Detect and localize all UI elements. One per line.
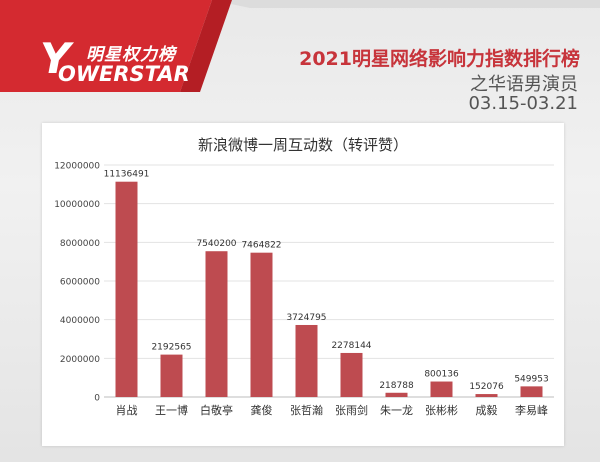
- x-tick-label: 张彬彬: [425, 404, 458, 417]
- bar-value-label: 11136491: [104, 170, 150, 180]
- bar: [520, 386, 543, 397]
- bar: [430, 381, 453, 397]
- bars: [115, 181, 543, 397]
- x-tick-label: 张哲瀚: [290, 403, 323, 417]
- bar-value-label: 2192565: [151, 343, 191, 353]
- x-tick-label: 龚俊: [251, 403, 273, 417]
- bar: [475, 394, 498, 397]
- y-tick-label: 4000000: [60, 316, 100, 326]
- bar-chart: 新浪微博一周互动数（转评赞） 0 2000000 4000000 6000000 800…: [54, 136, 554, 417]
- powerstar-logo: Y 明星权力榜 OWERSTAR: [40, 34, 190, 90]
- logo-en-text: OWERSTAR: [58, 62, 190, 86]
- banner-background: [0, 0, 600, 92]
- y-tick-label: 8000000: [60, 239, 100, 249]
- x-tick-label: 肖战: [116, 403, 138, 417]
- x-tick-label: 李易峰: [515, 403, 548, 417]
- bar-value-label: 218788: [379, 381, 414, 391]
- logo-cn-text: 明星权力榜: [86, 45, 176, 65]
- logo-y-glyph: Y: [40, 34, 71, 83]
- x-tick-label: 成毅: [476, 403, 498, 417]
- y-axis-ticks: 0 2000000 4000000 6000000 8000000 10000000 120…: [54, 162, 100, 404]
- bar: [205, 251, 228, 397]
- chart-title: 新浪微博一周互动数（转评赞）: [198, 136, 408, 154]
- bar-value-label: 152076: [469, 382, 504, 392]
- bar: [295, 324, 318, 397]
- bar-value-label: 7540200: [196, 239, 236, 249]
- bar-value-label: 549953: [514, 374, 548, 384]
- chart-card: 新浪微博一周互动数（转评赞） 0 2000000 4000000 6000000 800…: [42, 123, 564, 446]
- x-tick-label: 白敬亭: [200, 403, 233, 417]
- date-range: 03.15-03.21: [468, 93, 578, 114]
- bar: [250, 252, 273, 397]
- y-tick-label: 10000000: [54, 200, 100, 210]
- bar-value-label: 3724795: [286, 313, 326, 323]
- bar-value-label: 2278144: [331, 341, 371, 351]
- bar-value-label: 800136: [424, 370, 459, 380]
- bar: [160, 354, 183, 397]
- page-subtitle: 之华语男演员: [470, 74, 578, 95]
- y-tick-label: 2000000: [60, 355, 100, 365]
- x-tick-label: 王一博: [155, 404, 188, 417]
- x-tick-label: 张雨剑: [335, 403, 368, 417]
- bar: [115, 181, 138, 397]
- x-axis-ticks: 肖战 王一博 白敬亭 龚俊 张哲瀚 张雨剑 朱一龙 张彬彬 成毅 李易峰: [116, 403, 549, 417]
- y-tick-label: 0: [94, 394, 100, 404]
- y-tick-label: 6000000: [60, 278, 100, 288]
- header-banner: Y 明星权力榜 OWERSTAR 2021明星网络影响力指数排行榜 之华语男演员…: [0, 0, 600, 120]
- bar-value-label: 7464822: [241, 241, 281, 251]
- gridlines: [104, 164, 554, 398]
- data-labels: 11136491 2192565 7540200 7464822 3724795 2278…: [104, 170, 549, 392]
- page-title: 2021明星网络影响力指数排行榜: [299, 48, 580, 70]
- y-tick-label: 12000000: [54, 162, 100, 172]
- x-tick-label: 朱一龙: [380, 404, 413, 417]
- bar: [385, 392, 408, 397]
- bar: [340, 352, 363, 397]
